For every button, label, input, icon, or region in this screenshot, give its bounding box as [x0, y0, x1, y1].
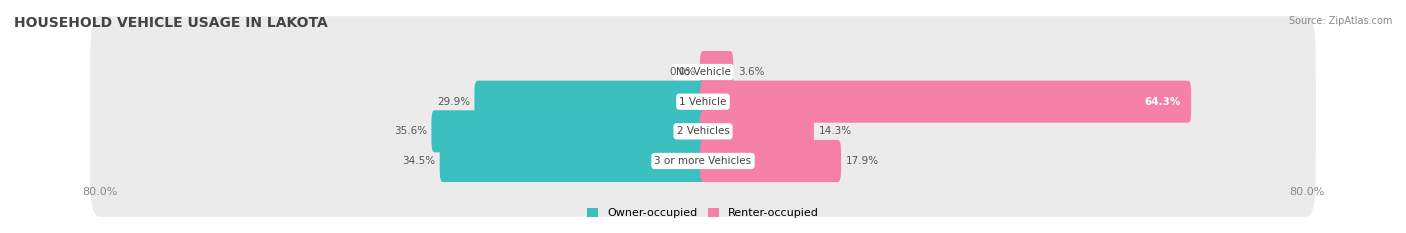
FancyBboxPatch shape	[700, 140, 841, 182]
Text: 2 Vehicles: 2 Vehicles	[676, 126, 730, 136]
FancyBboxPatch shape	[432, 110, 706, 152]
Text: 35.6%: 35.6%	[394, 126, 427, 136]
Text: 14.3%: 14.3%	[818, 126, 852, 136]
Legend: Owner-occupied, Renter-occupied: Owner-occupied, Renter-occupied	[586, 208, 820, 218]
Text: 34.5%: 34.5%	[402, 156, 436, 166]
FancyBboxPatch shape	[90, 75, 1316, 187]
Text: 1 Vehicle: 1 Vehicle	[679, 97, 727, 107]
Text: 0.0%: 0.0%	[669, 67, 696, 77]
Text: 3.6%: 3.6%	[738, 67, 765, 77]
Text: 17.9%: 17.9%	[845, 156, 879, 166]
FancyBboxPatch shape	[474, 81, 706, 123]
FancyBboxPatch shape	[700, 110, 814, 152]
FancyBboxPatch shape	[700, 81, 1191, 123]
FancyBboxPatch shape	[440, 140, 706, 182]
FancyBboxPatch shape	[700, 51, 733, 93]
FancyBboxPatch shape	[90, 16, 1316, 128]
Text: Source: ZipAtlas.com: Source: ZipAtlas.com	[1288, 16, 1392, 26]
Text: 3 or more Vehicles: 3 or more Vehicles	[654, 156, 752, 166]
Text: No Vehicle: No Vehicle	[675, 67, 731, 77]
Text: HOUSEHOLD VEHICLE USAGE IN LAKOTA: HOUSEHOLD VEHICLE USAGE IN LAKOTA	[14, 16, 328, 30]
Text: 64.3%: 64.3%	[1144, 97, 1181, 107]
FancyBboxPatch shape	[90, 105, 1316, 217]
Text: 29.9%: 29.9%	[437, 97, 470, 107]
FancyBboxPatch shape	[90, 46, 1316, 158]
